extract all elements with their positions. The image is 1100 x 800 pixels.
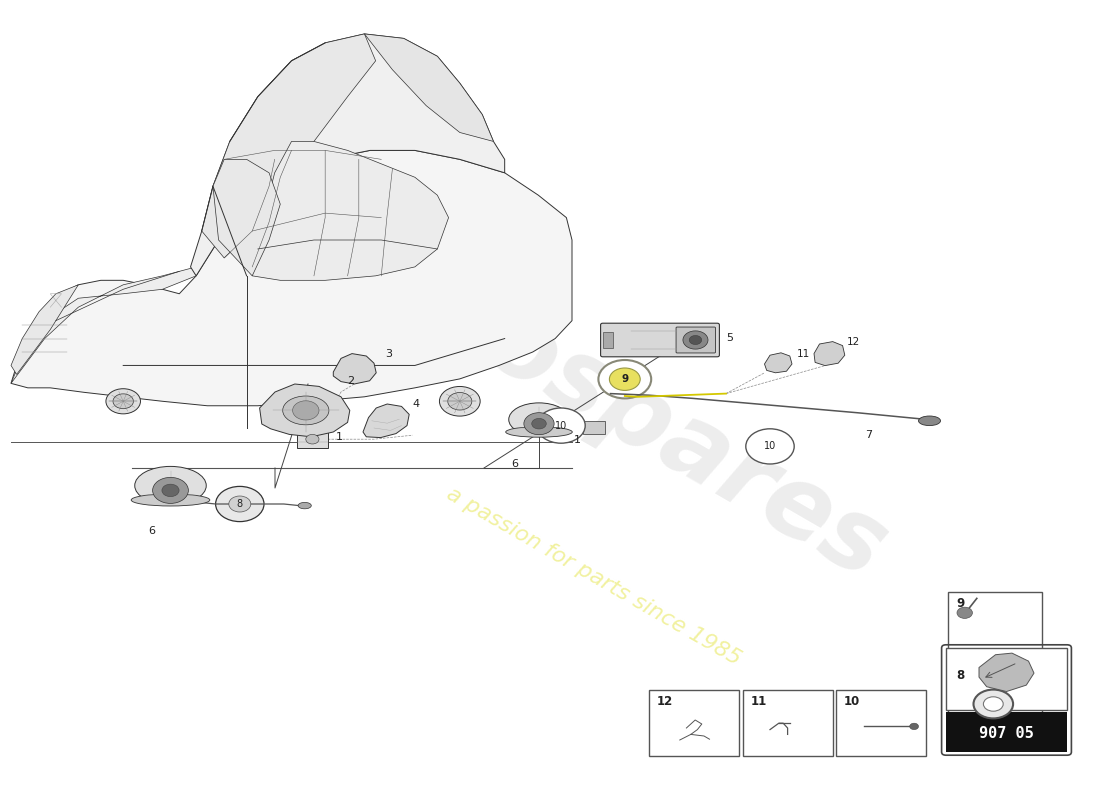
Polygon shape (11, 150, 572, 406)
Circle shape (448, 393, 472, 410)
FancyBboxPatch shape (603, 333, 613, 347)
Circle shape (690, 335, 702, 345)
Text: 1: 1 (574, 435, 581, 445)
Circle shape (957, 607, 972, 618)
Circle shape (974, 690, 1013, 718)
FancyBboxPatch shape (649, 690, 739, 756)
Text: 9: 9 (621, 374, 628, 384)
Text: 9: 9 (956, 597, 964, 610)
Text: 10: 10 (763, 442, 777, 451)
Polygon shape (764, 353, 792, 373)
Ellipse shape (283, 396, 329, 425)
Text: 12: 12 (847, 337, 860, 346)
Circle shape (153, 478, 188, 503)
Polygon shape (11, 285, 78, 374)
FancyBboxPatch shape (948, 664, 1042, 732)
Circle shape (216, 486, 264, 522)
Polygon shape (260, 384, 350, 437)
Circle shape (162, 484, 179, 497)
Text: 1: 1 (336, 432, 342, 442)
Text: 8: 8 (956, 669, 964, 682)
Circle shape (229, 496, 251, 512)
Circle shape (537, 408, 585, 443)
Text: 12: 12 (657, 695, 673, 708)
Text: eurospares: eurospares (307, 200, 903, 600)
Polygon shape (363, 404, 409, 438)
Text: 10: 10 (844, 695, 860, 708)
Polygon shape (252, 142, 449, 280)
Text: a passion for parts since 1985: a passion for parts since 1985 (443, 483, 745, 669)
FancyBboxPatch shape (601, 323, 719, 357)
Circle shape (306, 434, 319, 444)
Circle shape (439, 386, 481, 416)
FancyBboxPatch shape (742, 690, 833, 756)
Circle shape (746, 429, 794, 464)
Text: 4: 4 (412, 399, 419, 409)
Polygon shape (201, 34, 376, 258)
Polygon shape (979, 653, 1034, 691)
Text: 6: 6 (512, 459, 518, 469)
FancyBboxPatch shape (946, 713, 1067, 752)
Circle shape (910, 723, 918, 730)
Ellipse shape (131, 494, 210, 506)
Polygon shape (814, 342, 845, 366)
Polygon shape (364, 34, 494, 142)
Ellipse shape (506, 427, 572, 437)
FancyBboxPatch shape (583, 421, 605, 434)
Ellipse shape (918, 416, 940, 426)
Text: 11: 11 (796, 349, 810, 358)
Text: 3: 3 (385, 349, 392, 358)
Text: 2: 2 (348, 375, 354, 386)
Circle shape (113, 394, 133, 409)
Circle shape (531, 418, 547, 429)
Circle shape (598, 360, 651, 398)
Ellipse shape (508, 403, 570, 436)
Polygon shape (333, 354, 376, 384)
Polygon shape (190, 34, 505, 276)
Text: 8: 8 (236, 499, 243, 509)
Circle shape (293, 401, 319, 420)
Ellipse shape (298, 502, 311, 509)
FancyBboxPatch shape (676, 327, 715, 353)
Circle shape (524, 413, 554, 434)
Circle shape (983, 697, 1003, 711)
Ellipse shape (134, 466, 207, 505)
Text: 5: 5 (726, 333, 733, 342)
Polygon shape (11, 267, 196, 383)
Circle shape (609, 368, 640, 390)
FancyBboxPatch shape (297, 430, 328, 448)
Text: 11: 11 (750, 695, 767, 708)
FancyBboxPatch shape (836, 690, 926, 756)
Circle shape (683, 331, 708, 349)
Text: 7: 7 (866, 430, 872, 440)
FancyBboxPatch shape (946, 648, 1067, 710)
Polygon shape (213, 159, 280, 276)
Circle shape (106, 389, 141, 414)
Text: 10: 10 (554, 421, 568, 430)
FancyBboxPatch shape (948, 592, 1042, 660)
Text: 6: 6 (148, 526, 155, 536)
Text: 907 05: 907 05 (979, 726, 1034, 741)
